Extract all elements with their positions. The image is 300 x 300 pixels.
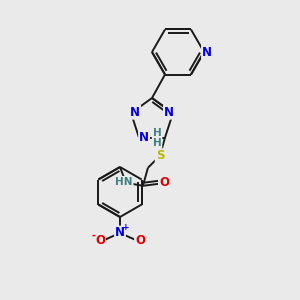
Text: O: O bbox=[95, 235, 105, 248]
Text: H: H bbox=[153, 128, 161, 138]
Text: -: - bbox=[91, 231, 95, 241]
Text: N: N bbox=[164, 106, 174, 119]
Text: O: O bbox=[159, 176, 169, 189]
Text: N: N bbox=[139, 131, 149, 144]
Text: O: O bbox=[135, 235, 145, 248]
Text: N: N bbox=[115, 226, 125, 239]
Text: +: + bbox=[122, 224, 130, 232]
Text: N: N bbox=[130, 106, 140, 119]
Text: N: N bbox=[202, 46, 212, 59]
Text: HN: HN bbox=[115, 177, 133, 187]
Text: H: H bbox=[153, 138, 161, 148]
Text: S: S bbox=[156, 149, 164, 162]
